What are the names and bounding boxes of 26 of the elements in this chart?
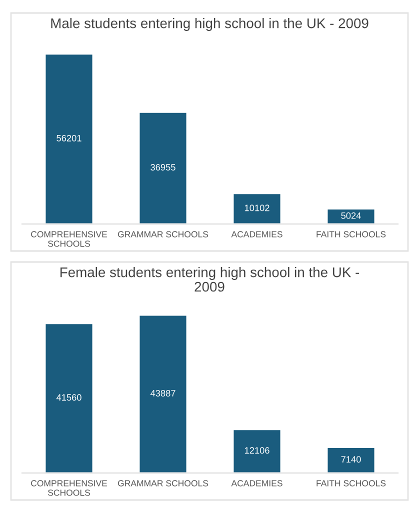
bar [138,314,188,473]
x-tick-label: GRAMMAR SCHOOLS [118,231,208,238]
x-tick-label: ACADEMIES [231,480,282,486]
bar [44,53,94,224]
bar [326,446,376,473]
bar [232,428,282,473]
x-tick-label: COMPREHENSIVE SCHOOLS [31,480,108,496]
bar [326,208,376,224]
data-label: 12106 [244,447,270,454]
data-label: 43887 [150,390,176,396]
data-label: 7140 [341,456,361,463]
data-label: 36955 [150,164,176,171]
chart-title: Male students entering high school in the UK - 2009 [51,18,368,31]
bar [44,322,94,473]
x-tick-label: FAITH SCHOOLS [316,480,386,486]
x-tick-label: ACADEMIES [231,231,282,238]
data-label: 41560 [56,394,82,401]
chart-title: Female students entering high school in the UK - 2009 [60,267,360,292]
x-tick-label: GRAMMAR SCHOOLS [118,480,208,486]
x-tick-label: COMPREHENSIVE SCHOOLS [31,231,108,247]
bar [138,111,188,224]
data-label: 56201 [56,134,82,142]
bar [232,192,282,224]
data-label: 10102 [244,204,270,212]
data-label: 5024 [341,212,361,219]
x-tick-label: FAITH SCHOOLS [316,231,386,238]
